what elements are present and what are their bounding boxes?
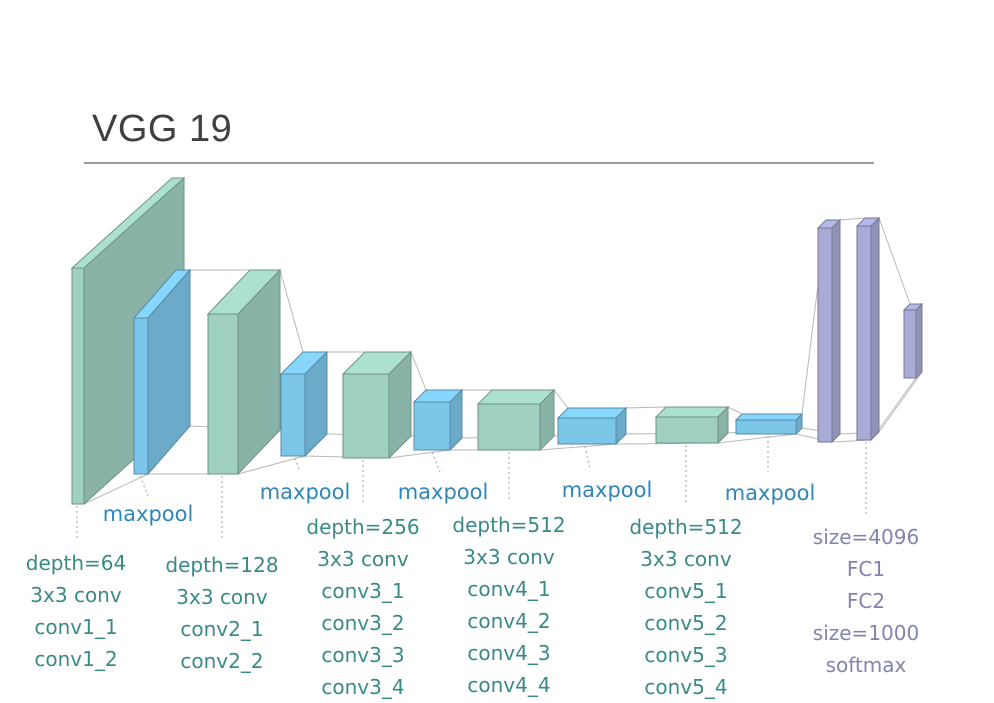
conv1-block-front-face	[71, 267, 85, 505]
conv4-block	[476, 388, 556, 452]
pool4-block-top-face	[556, 407, 628, 419]
fc-size-4096: size=4096	[812, 525, 920, 549]
conv1-layer-1: conv1_1	[34, 615, 118, 639]
fc1-label: FC1	[846, 557, 886, 581]
conv2-block	[206, 268, 282, 476]
conv3-block	[341, 350, 413, 460]
leader-line	[294, 457, 301, 473]
pool2-label: maxpool	[259, 480, 351, 504]
fc-size-1000: size=1000	[812, 621, 920, 645]
conv1-depth: depth=64	[25, 551, 127, 575]
conv5-layer-4: conv5_4	[644, 675, 728, 699]
conv-group-4-label: depth=512 3x3 conv conv4_1 conv4_2 conv4…	[452, 509, 565, 701]
conv3-layer-4: conv3_4	[321, 675, 405, 699]
fc1-block-front-face	[817, 227, 833, 443]
conv4-depth: depth=512	[452, 513, 566, 537]
conv-group-5-label: depth=512 3x3 conv conv5_1 conv5_2 conv5…	[629, 511, 742, 703]
connection-line	[878, 217, 911, 305]
slide-title: VGG 19	[92, 108, 233, 150]
pool1-block-front-face	[133, 317, 149, 475]
connection-line	[237, 455, 306, 475]
connection-line	[878, 371, 923, 433]
pool2-block-front-face	[280, 373, 306, 457]
pool5-block-top-face	[734, 413, 804, 421]
leader-lines	[76, 436, 867, 540]
conv1-layer-2: conv1_2	[34, 647, 118, 671]
conv5-depth: depth=512	[629, 515, 743, 539]
conv4-kernel: 3x3 conv	[463, 545, 555, 569]
conv2-layer-1: conv2_1	[180, 617, 264, 641]
pool1-label: maxpool	[102, 502, 194, 526]
softmax-block	[902, 302, 924, 380]
conv2-block-front-face	[207, 313, 239, 475]
conv4-layer-2: conv4_2	[467, 609, 551, 633]
leader-line	[584, 445, 591, 471]
fc1-block	[816, 218, 842, 444]
conv5-block	[654, 405, 730, 445]
fc-group-label: size=4096 FC1 FC2 size=1000 softmax	[813, 521, 919, 681]
pool2-block	[279, 350, 329, 458]
conv3-block-front-face	[342, 373, 390, 459]
fc1-block-side-face	[831, 218, 841, 444]
leader-line	[431, 451, 441, 473]
conv3-layer-3: conv3_3	[321, 643, 405, 667]
connection-line	[388, 449, 451, 459]
softmax-label: softmax	[825, 653, 907, 677]
connection-line	[625, 406, 667, 409]
connection-line	[727, 406, 743, 415]
pool5-block	[734, 412, 804, 436]
conv5-layer-2: conv5_2	[644, 611, 728, 635]
conv1-kernel: 3x3 conv	[30, 583, 122, 607]
conv3-kernel: 3x3 conv	[317, 547, 409, 571]
fc2-label: FC2	[846, 589, 886, 613]
connection-line	[539, 443, 617, 451]
pool3-label: maxpool	[397, 480, 489, 504]
conv4-block-front-face	[477, 403, 541, 451]
conv4-layer-3: conv4_3	[467, 641, 551, 665]
conv5-layer-1: conv5_1	[644, 579, 728, 603]
conv3-depth: depth=256	[306, 515, 420, 539]
conv3-layer-2: conv3_2	[321, 611, 405, 635]
fc2-block	[855, 216, 881, 442]
connection-line	[717, 433, 797, 444]
conv-group-2-label: depth=128 3x3 conv conv2_1 conv2_2	[165, 549, 278, 677]
conv2-layer-2: conv2_2	[180, 649, 264, 673]
pool4-label: maxpool	[561, 478, 653, 502]
conv-group-3-label: depth=256 3x3 conv conv3_1 conv3_2 conv3…	[306, 511, 419, 703]
conv5-layer-3: conv5_3	[644, 643, 728, 667]
connection-line	[410, 351, 427, 391]
leader-line	[139, 475, 149, 497]
pool4-block-front-face	[557, 417, 617, 445]
pool5-block-front-face	[735, 419, 797, 435]
conv4-layer-4: conv4_4	[467, 673, 551, 697]
conv5-block-top-face	[654, 406, 730, 418]
conv5-block-front-face	[655, 416, 719, 444]
conv2-kernel: 3x3 conv	[176, 585, 268, 609]
pool4-block	[556, 406, 628, 446]
conv2-depth: depth=128	[165, 553, 279, 577]
connection-line	[839, 217, 866, 221]
fc2-block-side-face	[870, 216, 880, 442]
conv5-kernel: 3x3 conv	[640, 547, 732, 571]
pool3-block-front-face	[413, 401, 451, 451]
pool1-block	[132, 268, 192, 476]
conv-group-1-label: depth=64 3x3 conv conv1_1 conv1_2	[26, 547, 126, 675]
softmax-block-front-face	[903, 309, 917, 379]
pool5-label: maxpool	[724, 481, 816, 505]
fc2-block-front-face	[856, 225, 872, 441]
connection-line	[553, 389, 569, 409]
conv3-layer-1: conv3_1	[321, 579, 405, 603]
pool3-block	[412, 388, 464, 452]
conv4-layer-1: conv4_1	[467, 577, 551, 601]
connection-line	[83, 473, 149, 505]
title-rule	[84, 162, 874, 164]
connection-line	[279, 269, 304, 353]
softmax-block-side-face	[915, 302, 923, 380]
